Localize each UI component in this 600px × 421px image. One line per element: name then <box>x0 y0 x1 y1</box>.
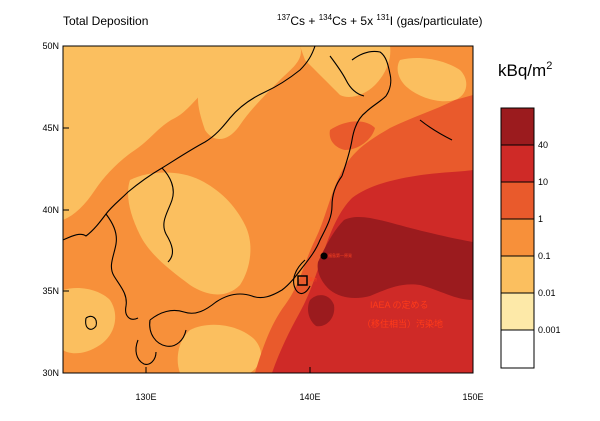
colorbar-level-10: 10 <box>538 177 549 187</box>
isotope-mass-cs134: 134 <box>318 13 333 22</box>
unit-base: kBq/m <box>498 61 547 80</box>
unit-exponent: 2 <box>546 60 553 72</box>
colorbar-level-1: 1 <box>538 214 544 224</box>
colorbar-swatch-0-001-0-01 <box>500 292 535 331</box>
title-part-2: Cs + 5x <box>332 14 377 28</box>
lat-label-50n: 50N <box>42 41 59 51</box>
colorbar-level-40: 40 <box>538 140 549 150</box>
deposition-band-above-40 <box>308 216 473 327</box>
lat-label-45n: 45N <box>42 123 59 133</box>
title-part-3: I (gas/particulate) <box>389 14 483 28</box>
isotope-mass-i131: 131 <box>376 13 390 22</box>
tokyo-label: 東京 <box>309 277 317 282</box>
colorbar-swatch-10-40 <box>500 144 535 183</box>
lat-label-40n: 40N <box>42 205 59 215</box>
title-part-1: Cs + <box>290 14 319 28</box>
tokyo-marker <box>297 275 308 286</box>
colorbar-unit: kBq/m2 <box>498 60 552 81</box>
lon-label-130e: 130E <box>135 392 157 402</box>
coastline <box>63 46 453 365</box>
colorbar-swatch-below-0-001 <box>500 329 535 369</box>
fukushima-marker <box>320 252 328 260</box>
map-title-left: Total Deposition <box>63 14 149 28</box>
colorbar <box>500 107 535 369</box>
lat-tick-marks <box>63 45 474 374</box>
map-title-right: 137Cs + 134Cs + 5x 131I (gas/particulate… <box>277 13 483 28</box>
colorbar-swatch-0-1-1 <box>500 218 535 257</box>
colorbar-swatch-0-01-0-1 <box>500 255 535 294</box>
lat-label-35n: 35N <box>42 286 59 296</box>
lat-label-30n: 30N <box>42 368 59 378</box>
fukushima-label: 福島第一原発 <box>328 253 352 258</box>
colorbar-swatch-above-40 <box>500 107 535 146</box>
colorbar-swatch-1-10 <box>500 181 535 220</box>
colorbar-level-0-01: 0.01 <box>538 288 556 298</box>
isotope-mass-cs137: 137 <box>277 13 291 22</box>
iaea-annotation-line1: IAEA の定める <box>370 300 429 310</box>
lon-label-150e: 150E <box>462 392 484 402</box>
iaea-annotation-line2: （移住相当）汚染地 <box>362 319 444 329</box>
lon-label-140e: 140E <box>299 392 321 402</box>
colorbar-level-0-001: 0.001 <box>538 325 561 335</box>
colorbar-level-0-1: 0.1 <box>538 251 551 261</box>
